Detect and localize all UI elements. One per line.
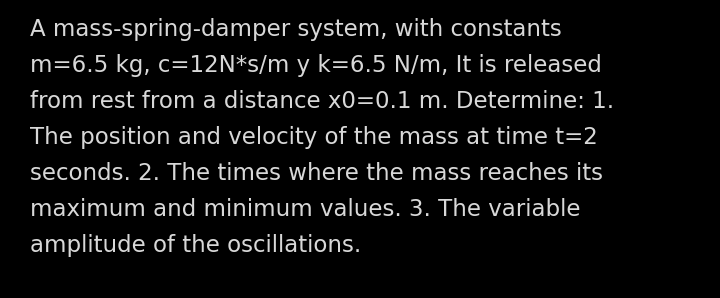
Text: m=6.5 kg, c=12N*s/m y k=6.5 N/m, It is released: m=6.5 kg, c=12N*s/m y k=6.5 N/m, It is r… bbox=[30, 54, 602, 77]
Text: amplitude of the oscillations.: amplitude of the oscillations. bbox=[30, 234, 361, 257]
Text: seconds. 2. The times where the mass reaches its: seconds. 2. The times where the mass rea… bbox=[30, 162, 603, 185]
Text: maximum and minimum values. 3. The variable: maximum and minimum values. 3. The varia… bbox=[30, 198, 580, 221]
Text: The position and velocity of the mass at time t=2: The position and velocity of the mass at… bbox=[30, 126, 598, 149]
Text: from rest from a distance x0=0.1 m. Determine: 1.: from rest from a distance x0=0.1 m. Dete… bbox=[30, 90, 614, 113]
Text: A mass-spring-damper system, with constants: A mass-spring-damper system, with consta… bbox=[30, 18, 562, 41]
